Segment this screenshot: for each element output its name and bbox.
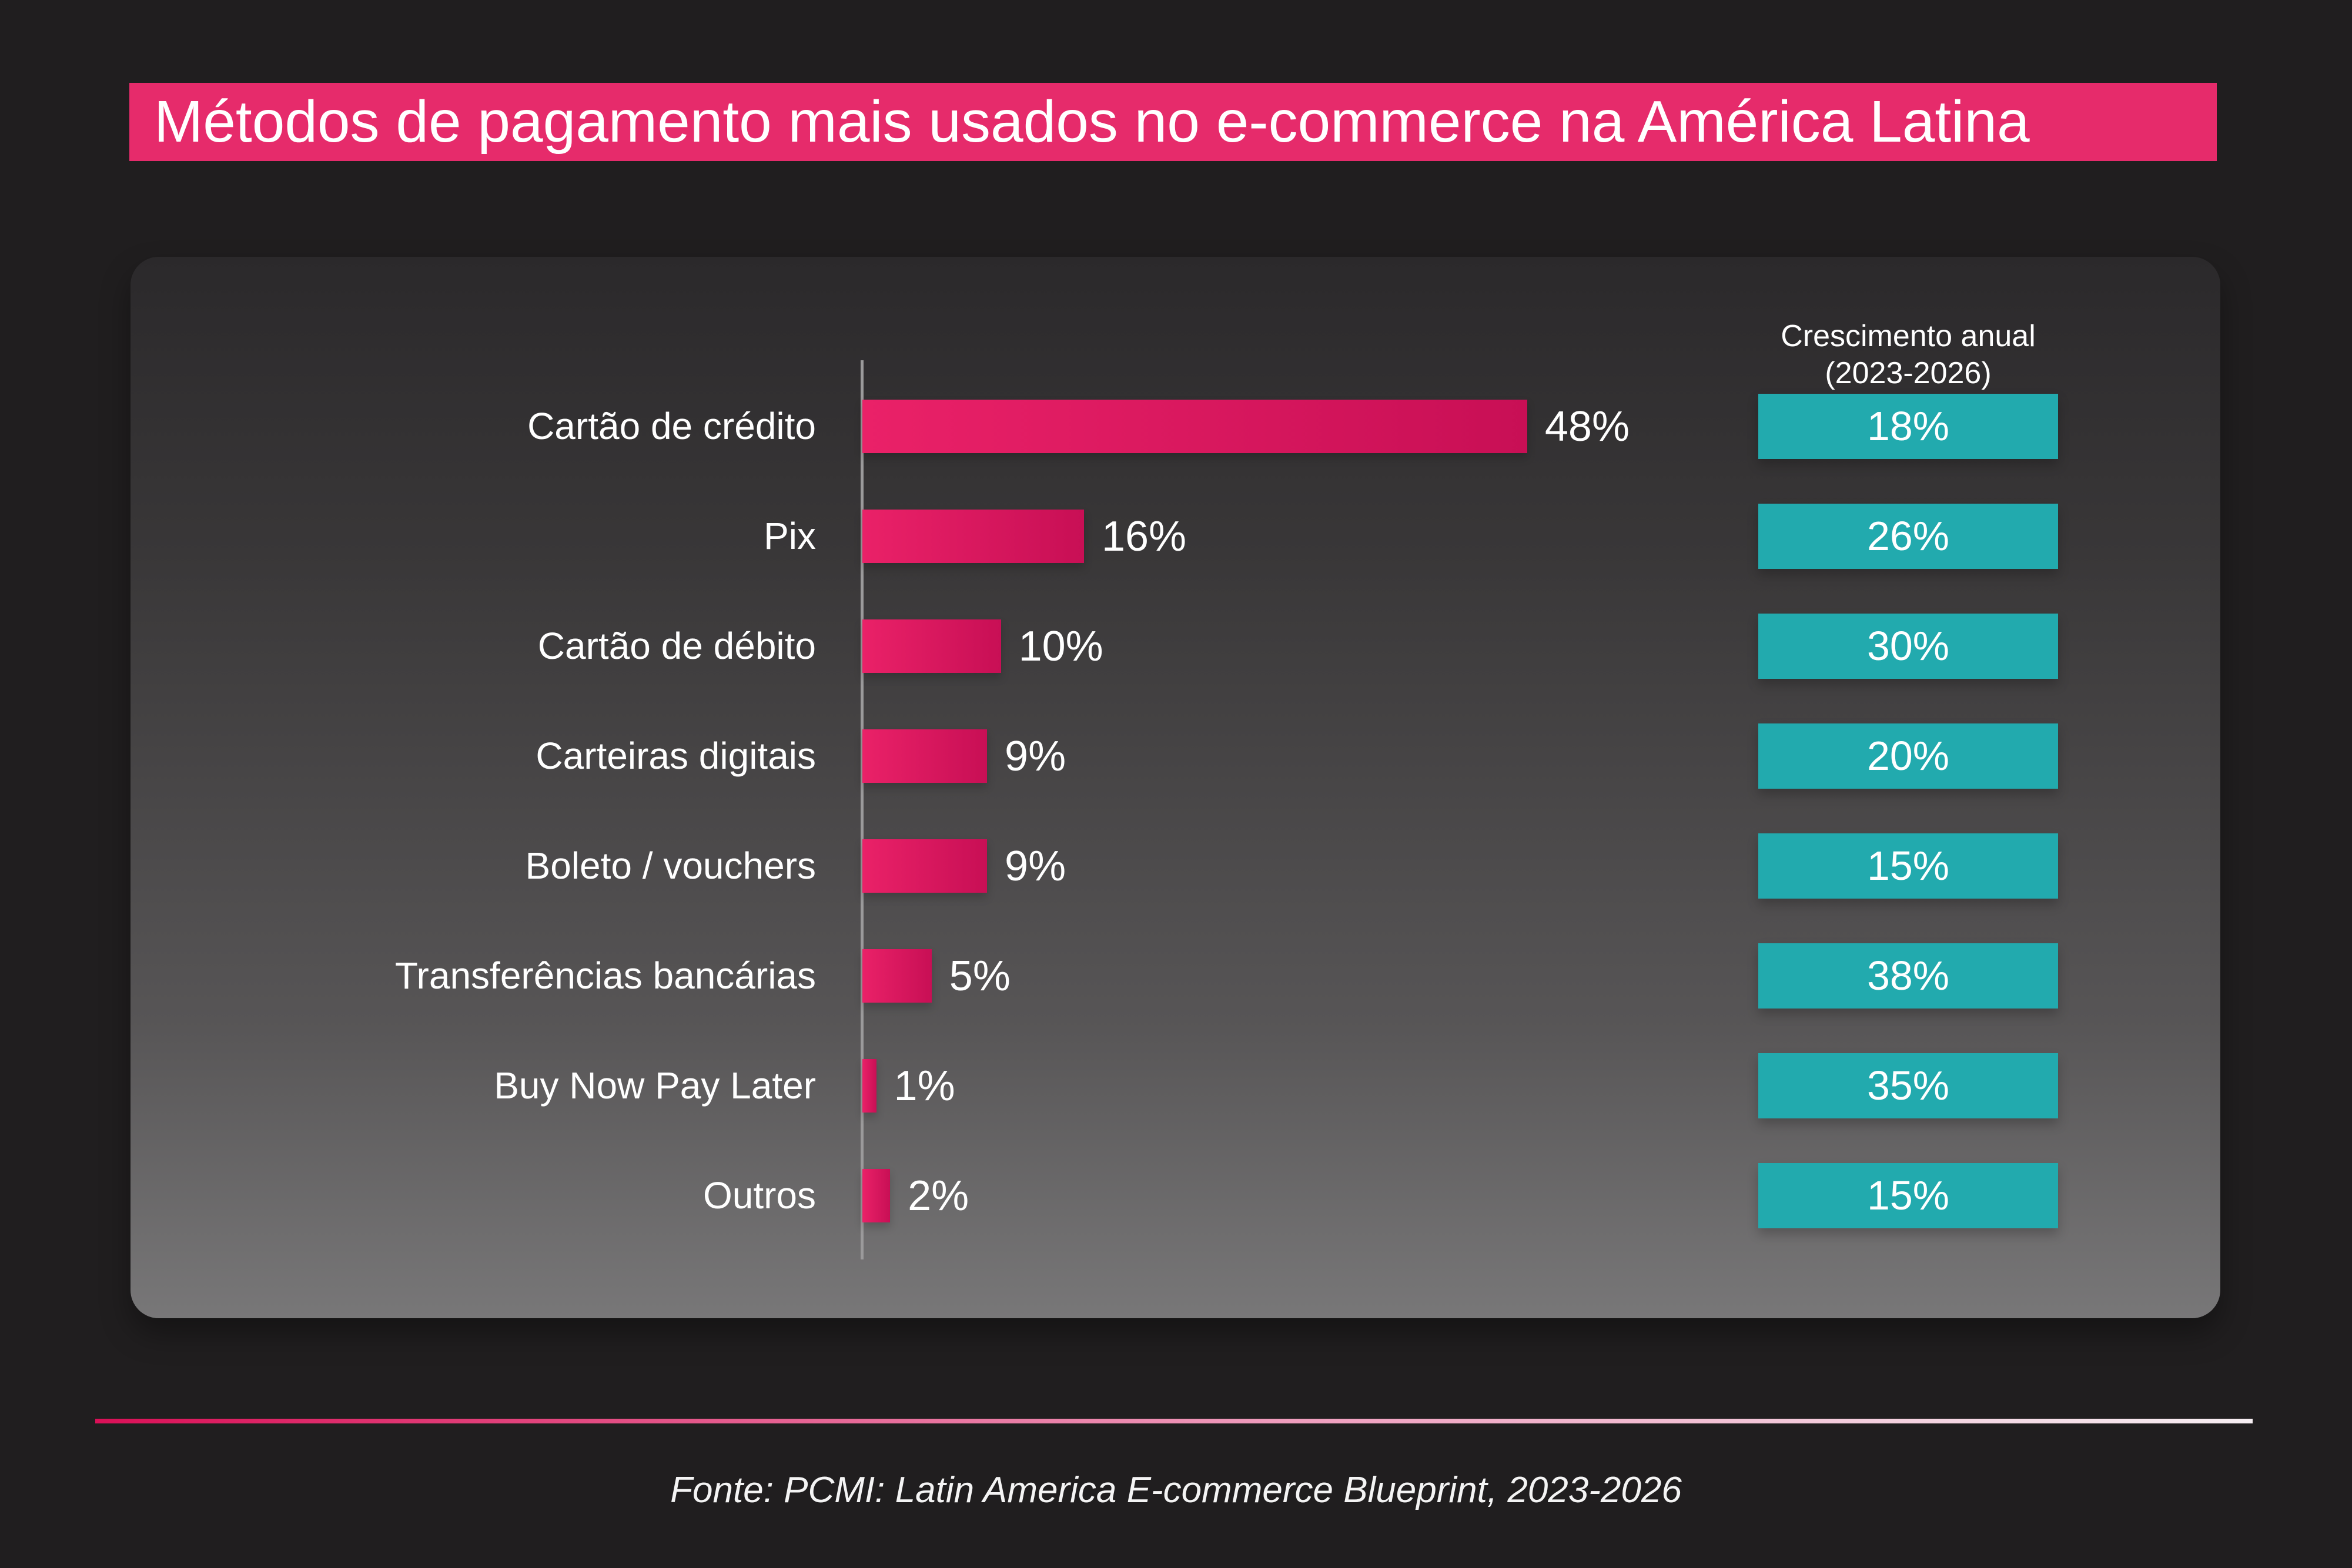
share-bar: [862, 729, 988, 783]
share-value-label: 9%: [1005, 842, 1066, 890]
share-value-label: 2%: [908, 1172, 969, 1219]
bar-track: 9%: [862, 729, 1066, 783]
chart-row: Boleto / vouchers 9% 15%: [131, 833, 2220, 899]
growth-column-header-line1: Crescimento anual: [1781, 319, 2036, 353]
category-label: Cartão de crédito: [527, 405, 816, 447]
bar-track: 48%: [862, 400, 1630, 453]
growth-column-header-line2: (2023-2026): [1825, 356, 1992, 391]
category-label: Pix: [764, 515, 816, 557]
share-value-label: 9%: [1005, 732, 1066, 780]
chart-row: Buy Now Pay Later 1% 35%: [131, 1053, 2220, 1118]
share-bar: [862, 1169, 891, 1222]
share-value-label: 1%: [894, 1062, 955, 1110]
share-bar: [862, 400, 1527, 453]
share-value-label: 5%: [949, 952, 1011, 1000]
share-value-label: 16%: [1101, 512, 1187, 560]
share-value-label: 10%: [1018, 622, 1103, 670]
category-label: Cartão de débito: [537, 625, 816, 667]
bar-track: 2%: [862, 1169, 969, 1222]
category-label: Transferências bancárias: [394, 954, 816, 997]
share-bar: [862, 510, 1084, 563]
share-bar: [862, 839, 988, 893]
growth-badge: 15%: [1758, 833, 2058, 899]
growth-column-header: Crescimento anual (2023-2026): [1729, 318, 2087, 393]
bar-track: 10%: [862, 619, 1103, 673]
category-label: Outros: [702, 1174, 816, 1217]
title-banner: Métodos de pagamento mais usados no e-co…: [129, 83, 2217, 161]
share-bar: [862, 619, 1001, 673]
growth-badge: 15%: [1758, 1163, 2058, 1228]
source-divider-line: [95, 1419, 2253, 1423]
growth-badge: 30%: [1758, 614, 2058, 679]
growth-badge: 26%: [1758, 504, 2058, 569]
share-bar: [862, 949, 932, 1003]
bar-track: 16%: [862, 510, 1186, 563]
share-bar: [862, 1059, 876, 1113]
chart-row: Carteiras digitais 9% 20%: [131, 723, 2220, 789]
bar-track: 9%: [862, 839, 1066, 893]
share-value-label: 48%: [1544, 403, 1630, 450]
category-label: Boleto / vouchers: [525, 845, 817, 887]
chart-row: Transferências bancárias 5% 38%: [131, 943, 2220, 1009]
chart-row: Cartão de crédito 48% 18%: [131, 394, 2220, 459]
chart-row: Cartão de débito 10% 30%: [131, 614, 2220, 679]
growth-badge: 38%: [1758, 943, 2058, 1009]
chart-row: Pix 16% 26%: [131, 504, 2220, 569]
page-title: Métodos de pagamento mais usados no e-co…: [154, 89, 2030, 155]
growth-badge: 18%: [1758, 394, 2058, 459]
source-text: Fonte: PCMI: Latin America E-commerce Bl…: [670, 1470, 1682, 1510]
category-label: Carteiras digitais: [536, 735, 816, 777]
chart-panel: Crescimento anual (2023-2026) Cartão de …: [131, 257, 2220, 1318]
growth-badge: 35%: [1758, 1053, 2058, 1118]
category-label: Buy Now Pay Later: [494, 1064, 816, 1107]
bar-track: 5%: [862, 949, 1011, 1003]
chart-row: Outros 2% 15%: [131, 1163, 2220, 1228]
y-axis-line: [861, 360, 864, 1259]
growth-badge: 20%: [1758, 723, 2058, 789]
bar-track: 1%: [862, 1059, 955, 1113]
